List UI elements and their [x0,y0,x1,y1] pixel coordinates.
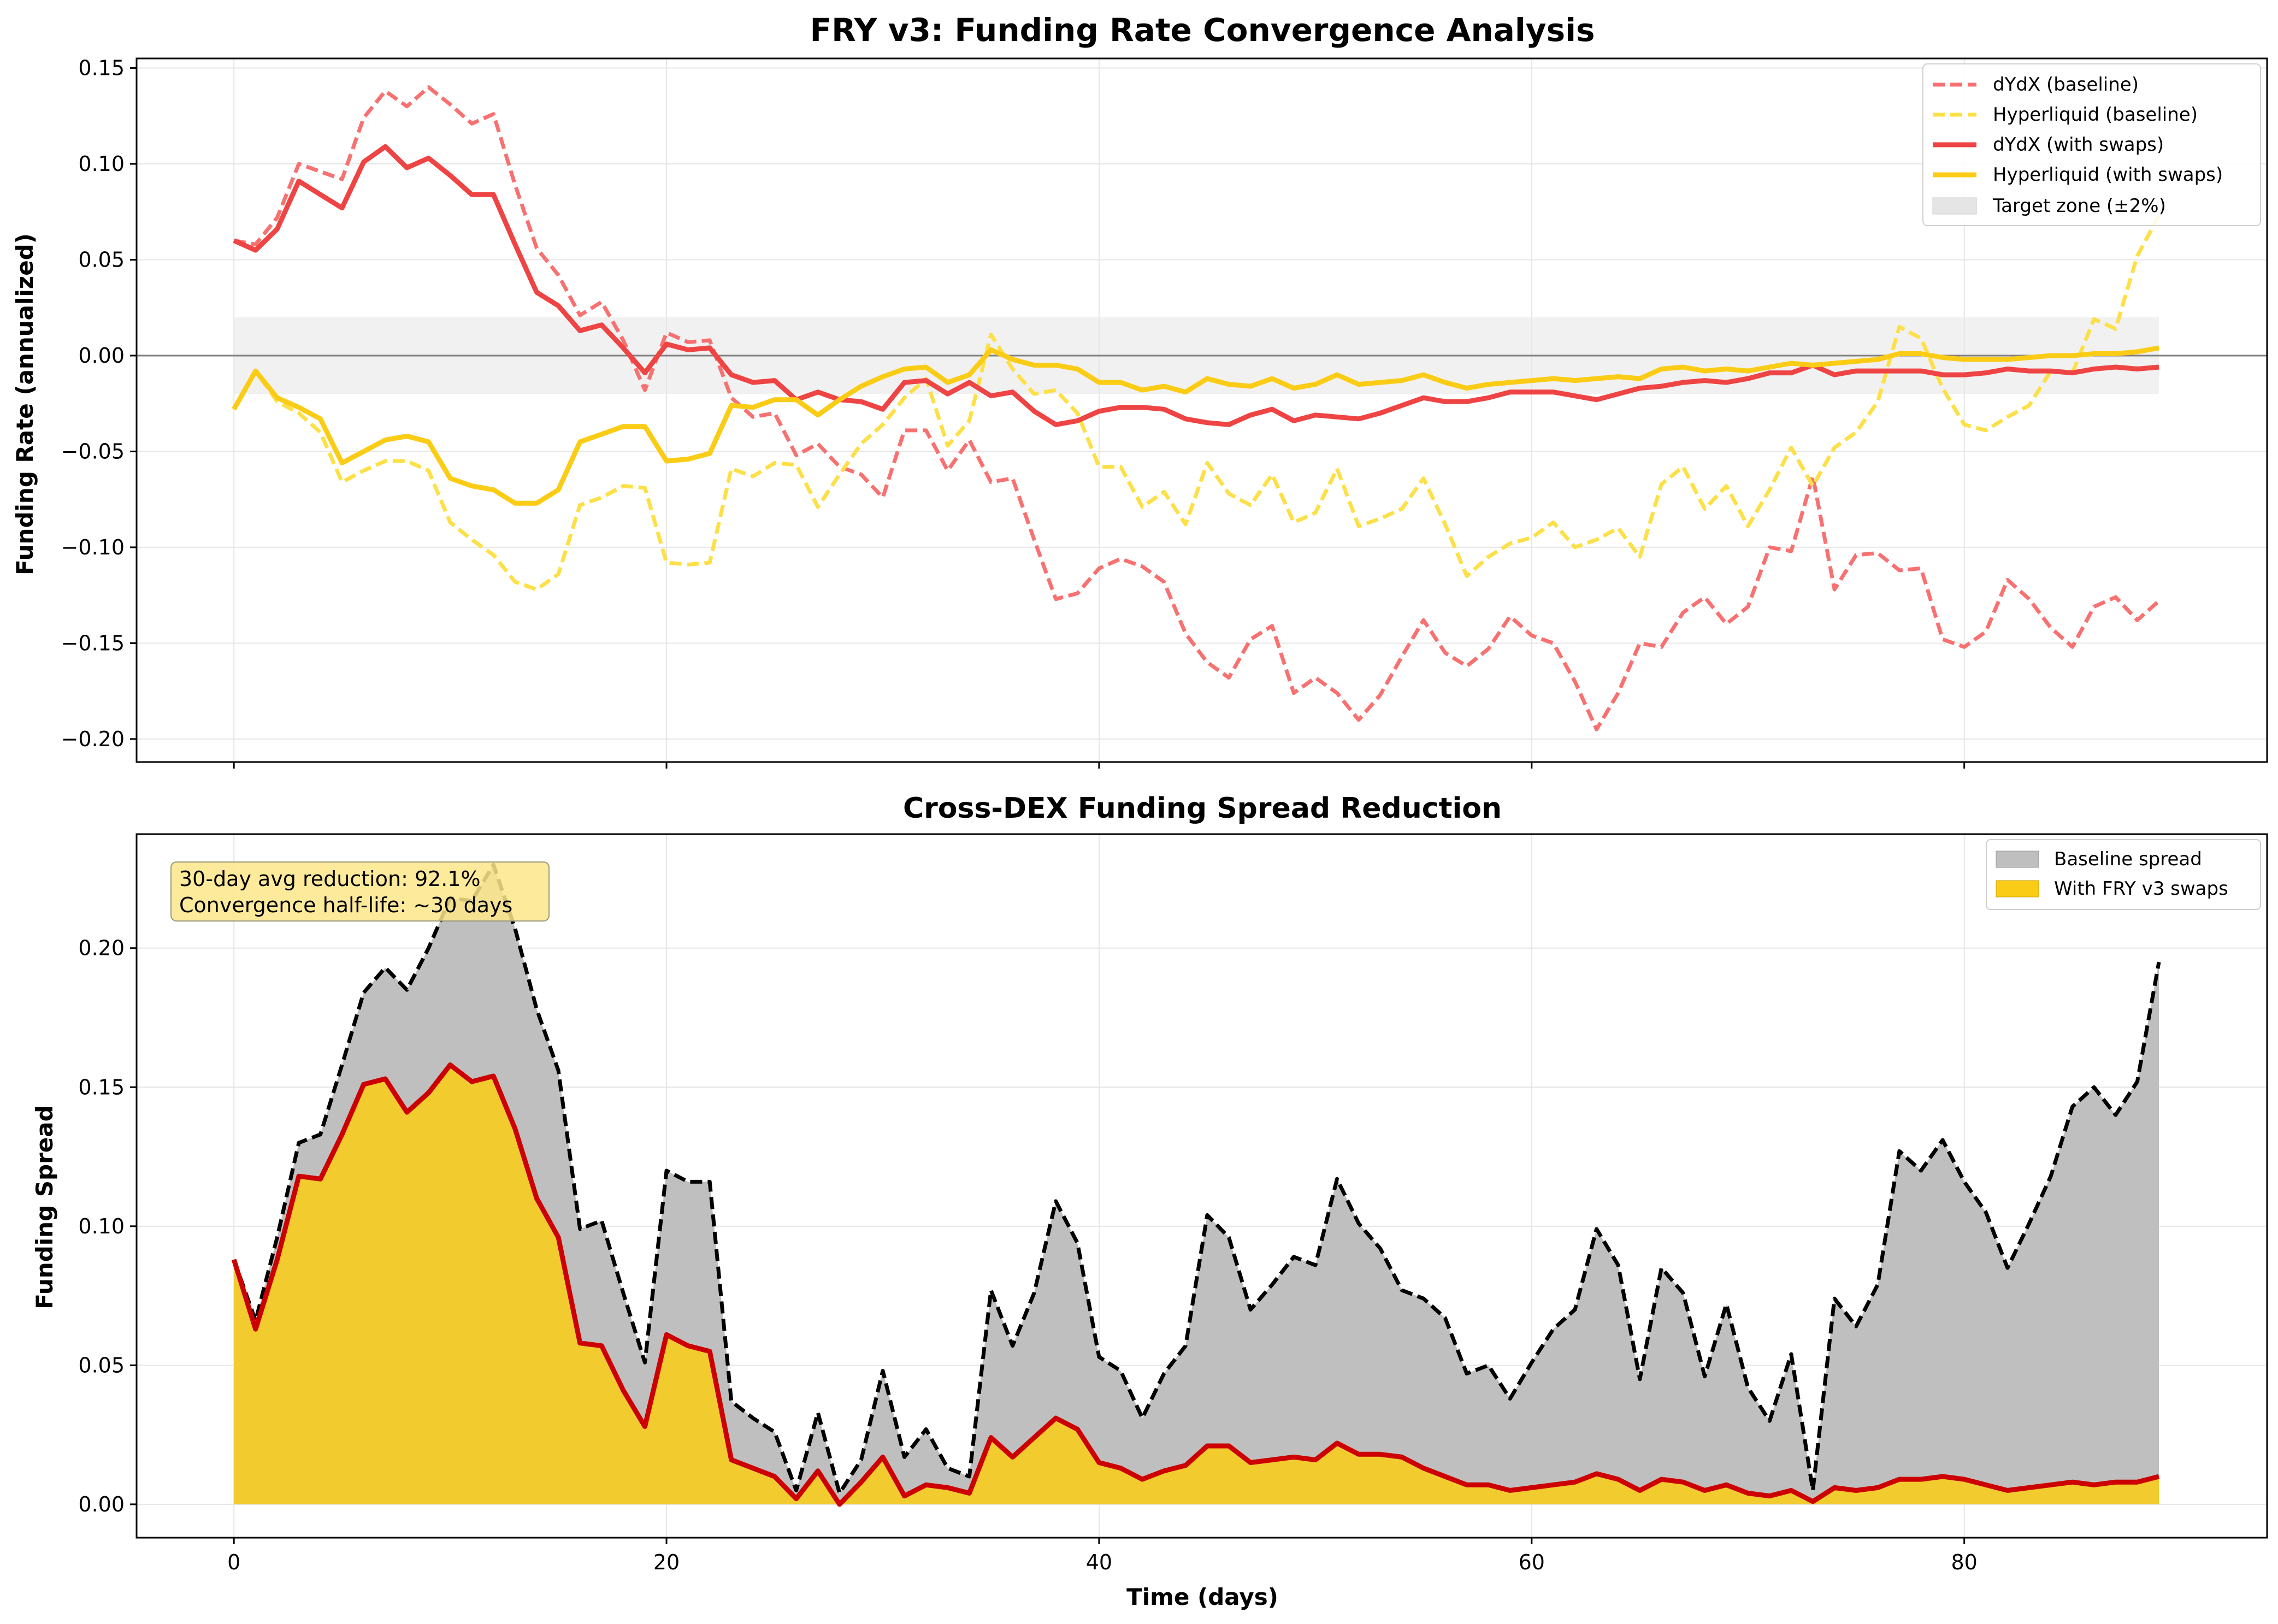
x-tick-label: 40 [1086,1550,1112,1574]
plot-area: −0.20 −0.15 −0.10 −0.05 0.00 0.05 0.10 0.15 [61,56,2267,769]
y-tick-label: 0.20 [78,936,125,960]
legend-item-fry-swaps: With FRY v3 swaps [1996,878,2228,900]
funding-rate-panel: FRY v3: Funding Rate Convergence Analysi… [11,11,2268,769]
legend: Baseline spread With FRY v3 swaps [1986,839,2261,910]
legend-label: dYdX (baseline) [1993,74,2139,96]
plot-area: 0 20 40 60 80 0.00 0.05 0.10 0.15 0.20 [78,834,2267,1574]
series-line-3 [232,345,2159,506]
y-tick-label: −0.05 [61,439,125,463]
legend-item-dydx-swaps: dYdX (with swaps) [1933,134,2164,156]
series-line-1 [231,1062,2160,1507]
legend-label: Baseline spread [2054,848,2202,870]
legend-swatch [1996,880,2039,897]
y-tick-label: 0.10 [78,1214,125,1238]
y-tick-label: −0.20 [61,727,125,751]
legend-label: dYdX (with swaps) [1993,134,2164,156]
y-tick-label: 0.15 [78,56,125,80]
annotation-background [170,861,550,922]
annotation-line: 30-day avg reduction: 92.1% [179,867,481,891]
spread-panel: Cross-DEX Funding Spread Reduction Fundi… [31,792,2268,1610]
y-tick-label: 0.15 [78,1075,125,1099]
series-line-0 [232,863,2161,1495]
legend-item-hyperliquid-swaps: Hyperliquid (with swaps) [1933,164,2223,186]
y-tick-label: 0.10 [78,152,125,176]
plot-frame [135,57,2268,763]
annotation-box: 30-day avg reduction: 92.1% Convergence … [170,861,550,922]
y-tick-label: 0.05 [78,1353,125,1377]
legend-swatch [1996,851,2039,868]
y-tick-label: 0.00 [78,1492,125,1516]
legend-label: With FRY v3 swaps [2054,878,2228,900]
y-axis-label: Funding Rate (annualized) [11,233,38,575]
series-area-0 [234,865,2159,1504]
series-area-1 [234,1065,2159,1504]
x-tick-label: 80 [1951,1550,1978,1574]
legend: dYdX (baseline) Hyperliquid (baseline) d… [1922,63,2261,226]
series-line-2 [233,144,2159,427]
legend-label: Hyperliquid (baseline) [1993,104,2198,126]
legend-box [1922,63,2261,226]
y-tick-label: 0.05 [78,248,125,272]
legend-item-baseline-spread: Baseline spread [1996,848,2202,870]
annotation-line: Convergence half-life: ~30 days [179,893,512,917]
legend-box [1986,839,2261,910]
plot-frame [135,833,2268,1539]
chart-title: FRY v3: Funding Rate Convergence Analysi… [810,11,1595,49]
series-line-1 [232,215,2161,592]
legend-item-dydx-baseline: dYdX (baseline) [1933,74,2139,96]
x-tick-label: 60 [1519,1550,1545,1574]
legend-label: Hyperliquid (with swaps) [1993,164,2223,186]
series-line-0 [233,85,2161,731]
y-axis-label: Funding Spread [31,1105,58,1309]
x-axis-label: Time (days) [1126,1584,1278,1610]
x-tick-label: 0 [227,1550,240,1574]
legend-item-hyperliquid-baseline: Hyperliquid (baseline) [1933,104,2198,126]
x-tick-label: 20 [653,1550,680,1574]
legend-swatch [1932,197,1977,215]
y-tick-label: −0.15 [61,631,125,655]
legend-item-target-zone: Target zone (±2%) [1932,195,2166,217]
legend-label: Target zone (±2%) [1992,195,2166,217]
chart-title: Cross-DEX Funding Spread Reduction [903,792,1502,825]
y-tick-label: 0.00 [78,344,125,368]
y-tick-label: −0.10 [61,535,125,559]
